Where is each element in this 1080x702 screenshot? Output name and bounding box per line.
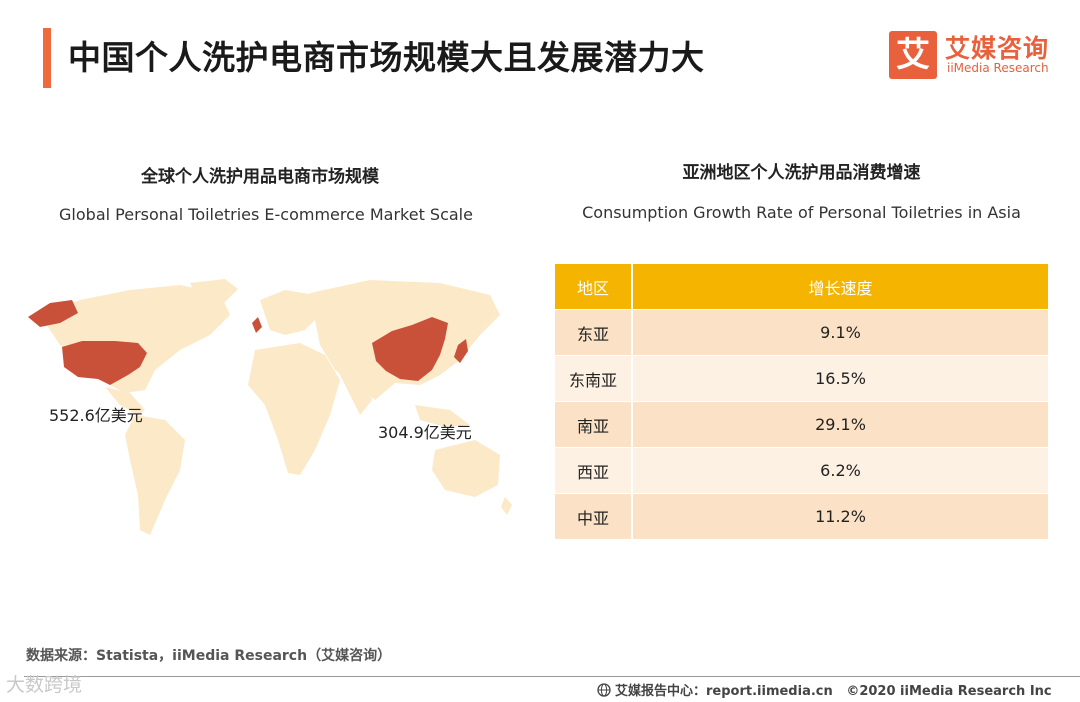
watermark-text: 大数跨境 <box>6 674 83 696</box>
data-source: 数据来源：Statista，iiMedia Research（艾媒咨询） <box>26 648 392 664</box>
table-row: 中亚 11.2% <box>555 493 1048 539</box>
table-title-cn: 亚洲地区个人洗护用品消费增速 <box>682 163 921 183</box>
map-title-en: Global Personal Toiletries E-commerce Ma… <box>59 205 473 224</box>
iimedia-logo: 艾 艾媒咨询 iiMedia Research <box>889 31 1059 83</box>
globe-icon <box>597 683 611 697</box>
map-australia <box>432 440 500 497</box>
map-japan <box>454 339 468 363</box>
map-new-zealand <box>501 497 512 515</box>
world-map <box>28 279 512 535</box>
map-china <box>372 317 448 381</box>
report-center-link[interactable]: 艾媒报告中心：report.iimedia.cn <box>615 684 833 699</box>
rate-cell: 29.1% <box>632 401 1048 448</box>
china-market-value: 304.9亿美元 <box>378 423 472 442</box>
rate-cell: 6.2% <box>632 447 1048 494</box>
rate-cell: 11.2% <box>632 493 1048 539</box>
map-se-asia <box>415 405 470 427</box>
region-cell: 中亚 <box>555 493 633 539</box>
map-uk <box>252 317 262 333</box>
footer-divider <box>24 676 1080 677</box>
map-south-america <box>125 415 185 535</box>
copyright-text: ©2020 iiMedia Research Inc <box>846 684 1052 699</box>
table-title-en: Consumption Growth Rate of Personal Toil… <box>582 203 1021 222</box>
header-growth-rate: 增长速度 <box>632 264 1048 310</box>
logo-en-text: iiMedia Research <box>947 61 1049 75</box>
map-africa <box>248 343 340 475</box>
map-europe <box>260 290 320 335</box>
region-cell: 西亚 <box>555 447 633 494</box>
table-row: 南亚 29.1% <box>555 401 1048 448</box>
map-central-america <box>105 387 145 415</box>
rate-cell: 9.1% <box>632 309 1048 356</box>
page-title: 中国个人洗护电商市场规模大且发展潜力大 <box>68 38 705 77</box>
table-row: 东亚 9.1% <box>555 309 1048 356</box>
region-cell: 东亚 <box>555 309 633 356</box>
map-title-cn: 全球个人洗护用品电商市场规模 <box>141 167 379 187</box>
table-header-row: 地区 增长速度 <box>555 264 1048 310</box>
logo-cn-text: 艾媒咨询 <box>945 34 1050 63</box>
footer-info: 艾媒报告中心：report.iimedia.cn ©2020 iiMedia R… <box>597 680 1052 699</box>
logo-mark-icon: 艾 <box>889 31 937 79</box>
region-cell: 东南亚 <box>555 355 633 402</box>
title-accent-bar <box>43 28 51 88</box>
table-row: 西亚 6.2% <box>555 447 1048 494</box>
map-india <box>335 365 372 415</box>
growth-rate-table: 地区 增长速度 东亚 9.1% 东南亚 16.5% 南亚 29.1% 西亚 6.… <box>555 264 1048 539</box>
rate-cell: 16.5% <box>632 355 1048 402</box>
map-greenland <box>190 279 238 307</box>
us-market-value: 552.6亿美元 <box>49 406 143 425</box>
table-row: 东南亚 16.5% <box>555 355 1048 402</box>
map-alaska <box>28 300 78 327</box>
map-usa <box>62 341 147 385</box>
region-cell: 南亚 <box>555 401 633 448</box>
header-region: 地区 <box>555 264 633 310</box>
